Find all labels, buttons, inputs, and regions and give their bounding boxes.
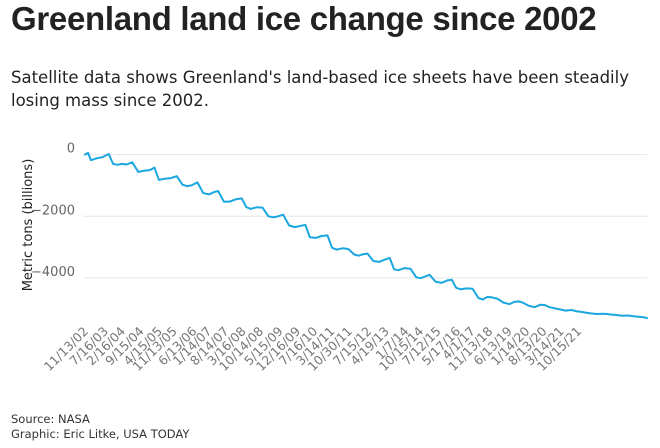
- y-tick-label: −4000: [31, 265, 75, 280]
- chart-subtitle: Satellite data shows Greenland's land-ba…: [11, 68, 629, 110]
- y-tick-label: −2000: [31, 203, 75, 218]
- series-line: [84, 151, 648, 319]
- y-axis-ticks: 0 −2000 −4000: [31, 142, 75, 280]
- y-axis-label: Metric tons (billions): [21, 159, 36, 292]
- source-credit: Source: NASA Graphic: Eric Litke, USA TO…: [11, 412, 189, 442]
- x-axis-ticks: 11/13/027/16/032/16/049/15/044/15/0511/1…: [41, 323, 584, 373]
- graphic-credit-line: Graphic: Eric Litke, USA TODAY: [11, 427, 190, 441]
- source-line: Source: NASA: [11, 412, 90, 426]
- chart-title: Greenland land ice change since 2002: [11, 0, 597, 37]
- series-group: [84, 151, 648, 319]
- gridlines: [83, 154, 647, 279]
- y-tick-label: 0: [67, 142, 75, 157]
